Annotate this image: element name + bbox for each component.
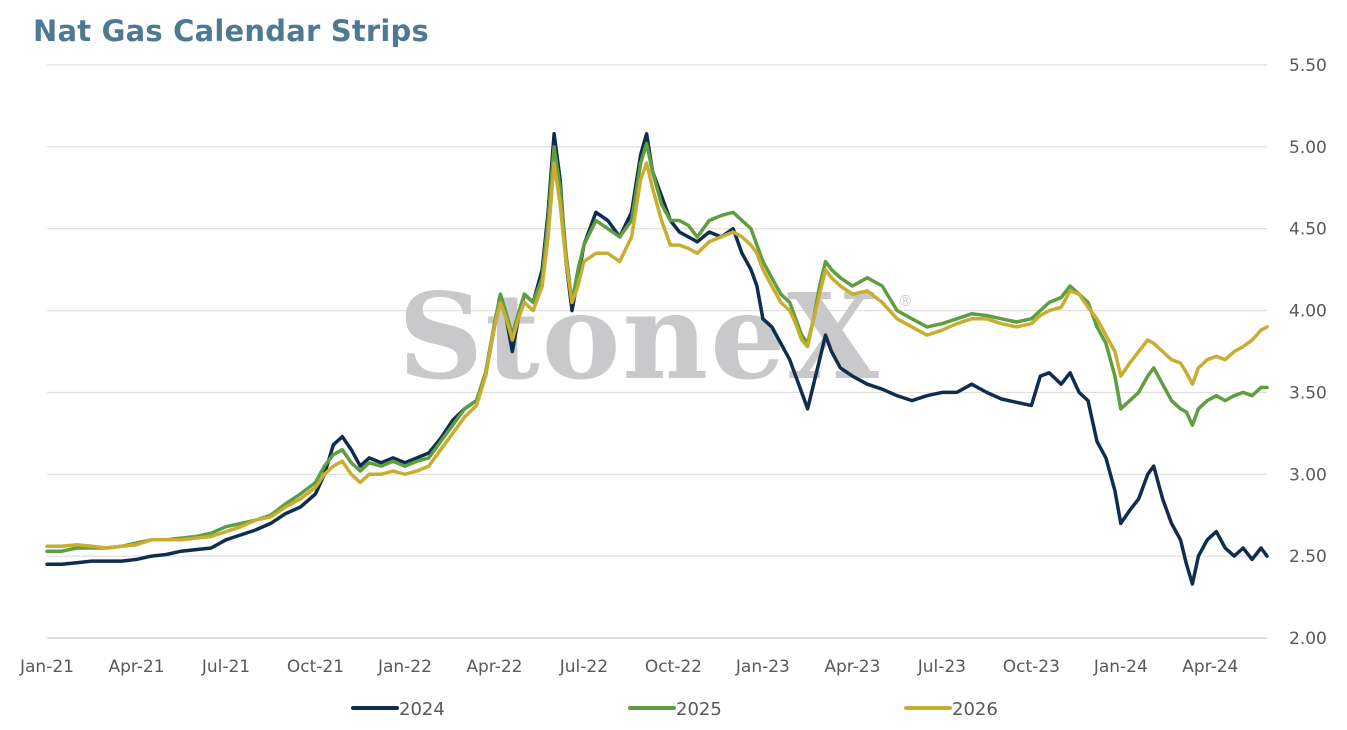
y-axis-tick-labels: 2.00 2.50 3.00 3.50 4.00 4.50 5.00 5.50 xyxy=(1289,56,1327,649)
gridlines xyxy=(47,64,1267,639)
x-tick-label: Jan-23 xyxy=(735,657,790,677)
chart-title: Nat Gas Calendar Strips xyxy=(33,14,429,48)
x-tick-label: Apr-21 xyxy=(108,657,164,677)
x-tick-label: Jan-21 xyxy=(19,657,74,677)
x-tick-label: Oct-21 xyxy=(287,657,344,677)
y-tick-label: 4.00 xyxy=(1289,302,1327,322)
y-tick-label: 2.00 xyxy=(1289,629,1327,649)
legend-label-2025: 2025 xyxy=(676,699,722,720)
y-tick-label: 4.50 xyxy=(1289,220,1327,240)
x-tick-label: Apr-22 xyxy=(466,657,522,677)
legend-label-2024: 2024 xyxy=(399,699,445,720)
x-tick-label: Oct-23 xyxy=(1003,657,1060,677)
x-tick-label: Jul-21 xyxy=(201,657,250,677)
x-tick-label: Jul-23 xyxy=(917,657,966,677)
legend-label-2026: 2026 xyxy=(952,699,998,720)
legend: 2024 2025 2026 xyxy=(351,699,998,720)
x-tick-label: Apr-23 xyxy=(824,657,880,677)
watermark-registered-mark: ® xyxy=(898,292,913,310)
series-line-2024 xyxy=(45,132,1269,586)
y-tick-label: 5.00 xyxy=(1289,138,1327,158)
x-tick-label: Oct-22 xyxy=(645,657,702,677)
series-line-2025 xyxy=(45,141,1269,553)
x-tick-label: Jul-22 xyxy=(559,657,608,677)
x-tick-label: Jan-22 xyxy=(377,657,432,677)
series-line-2026 xyxy=(45,161,1269,550)
y-tick-label: 5.50 xyxy=(1289,56,1327,76)
y-tick-label: 3.50 xyxy=(1289,383,1327,403)
x-axis-tick-labels: Jan-21 Apr-21 Jul-21 Oct-21 Jan-22 Apr-22 Jul-… xyxy=(19,657,1238,677)
x-tick-label: Jan-24 xyxy=(1093,657,1148,677)
series-lines xyxy=(45,132,1269,586)
y-tick-label: 3.00 xyxy=(1289,465,1327,485)
x-tick-label: Apr-24 xyxy=(1182,657,1238,677)
watermark: StoneX ® xyxy=(398,267,913,406)
y-tick-label: 2.50 xyxy=(1289,547,1327,567)
